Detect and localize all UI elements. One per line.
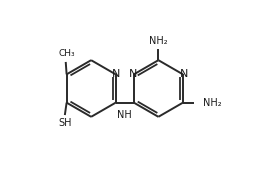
Text: NH: NH [117,110,132,120]
Text: NH₂: NH₂ [149,36,168,46]
Text: NH₂: NH₂ [203,98,222,108]
Text: N: N [129,69,137,79]
Text: N: N [112,69,121,79]
Text: SH: SH [58,118,72,128]
Text: CH₃: CH₃ [58,50,75,58]
Text: N: N [179,69,188,79]
